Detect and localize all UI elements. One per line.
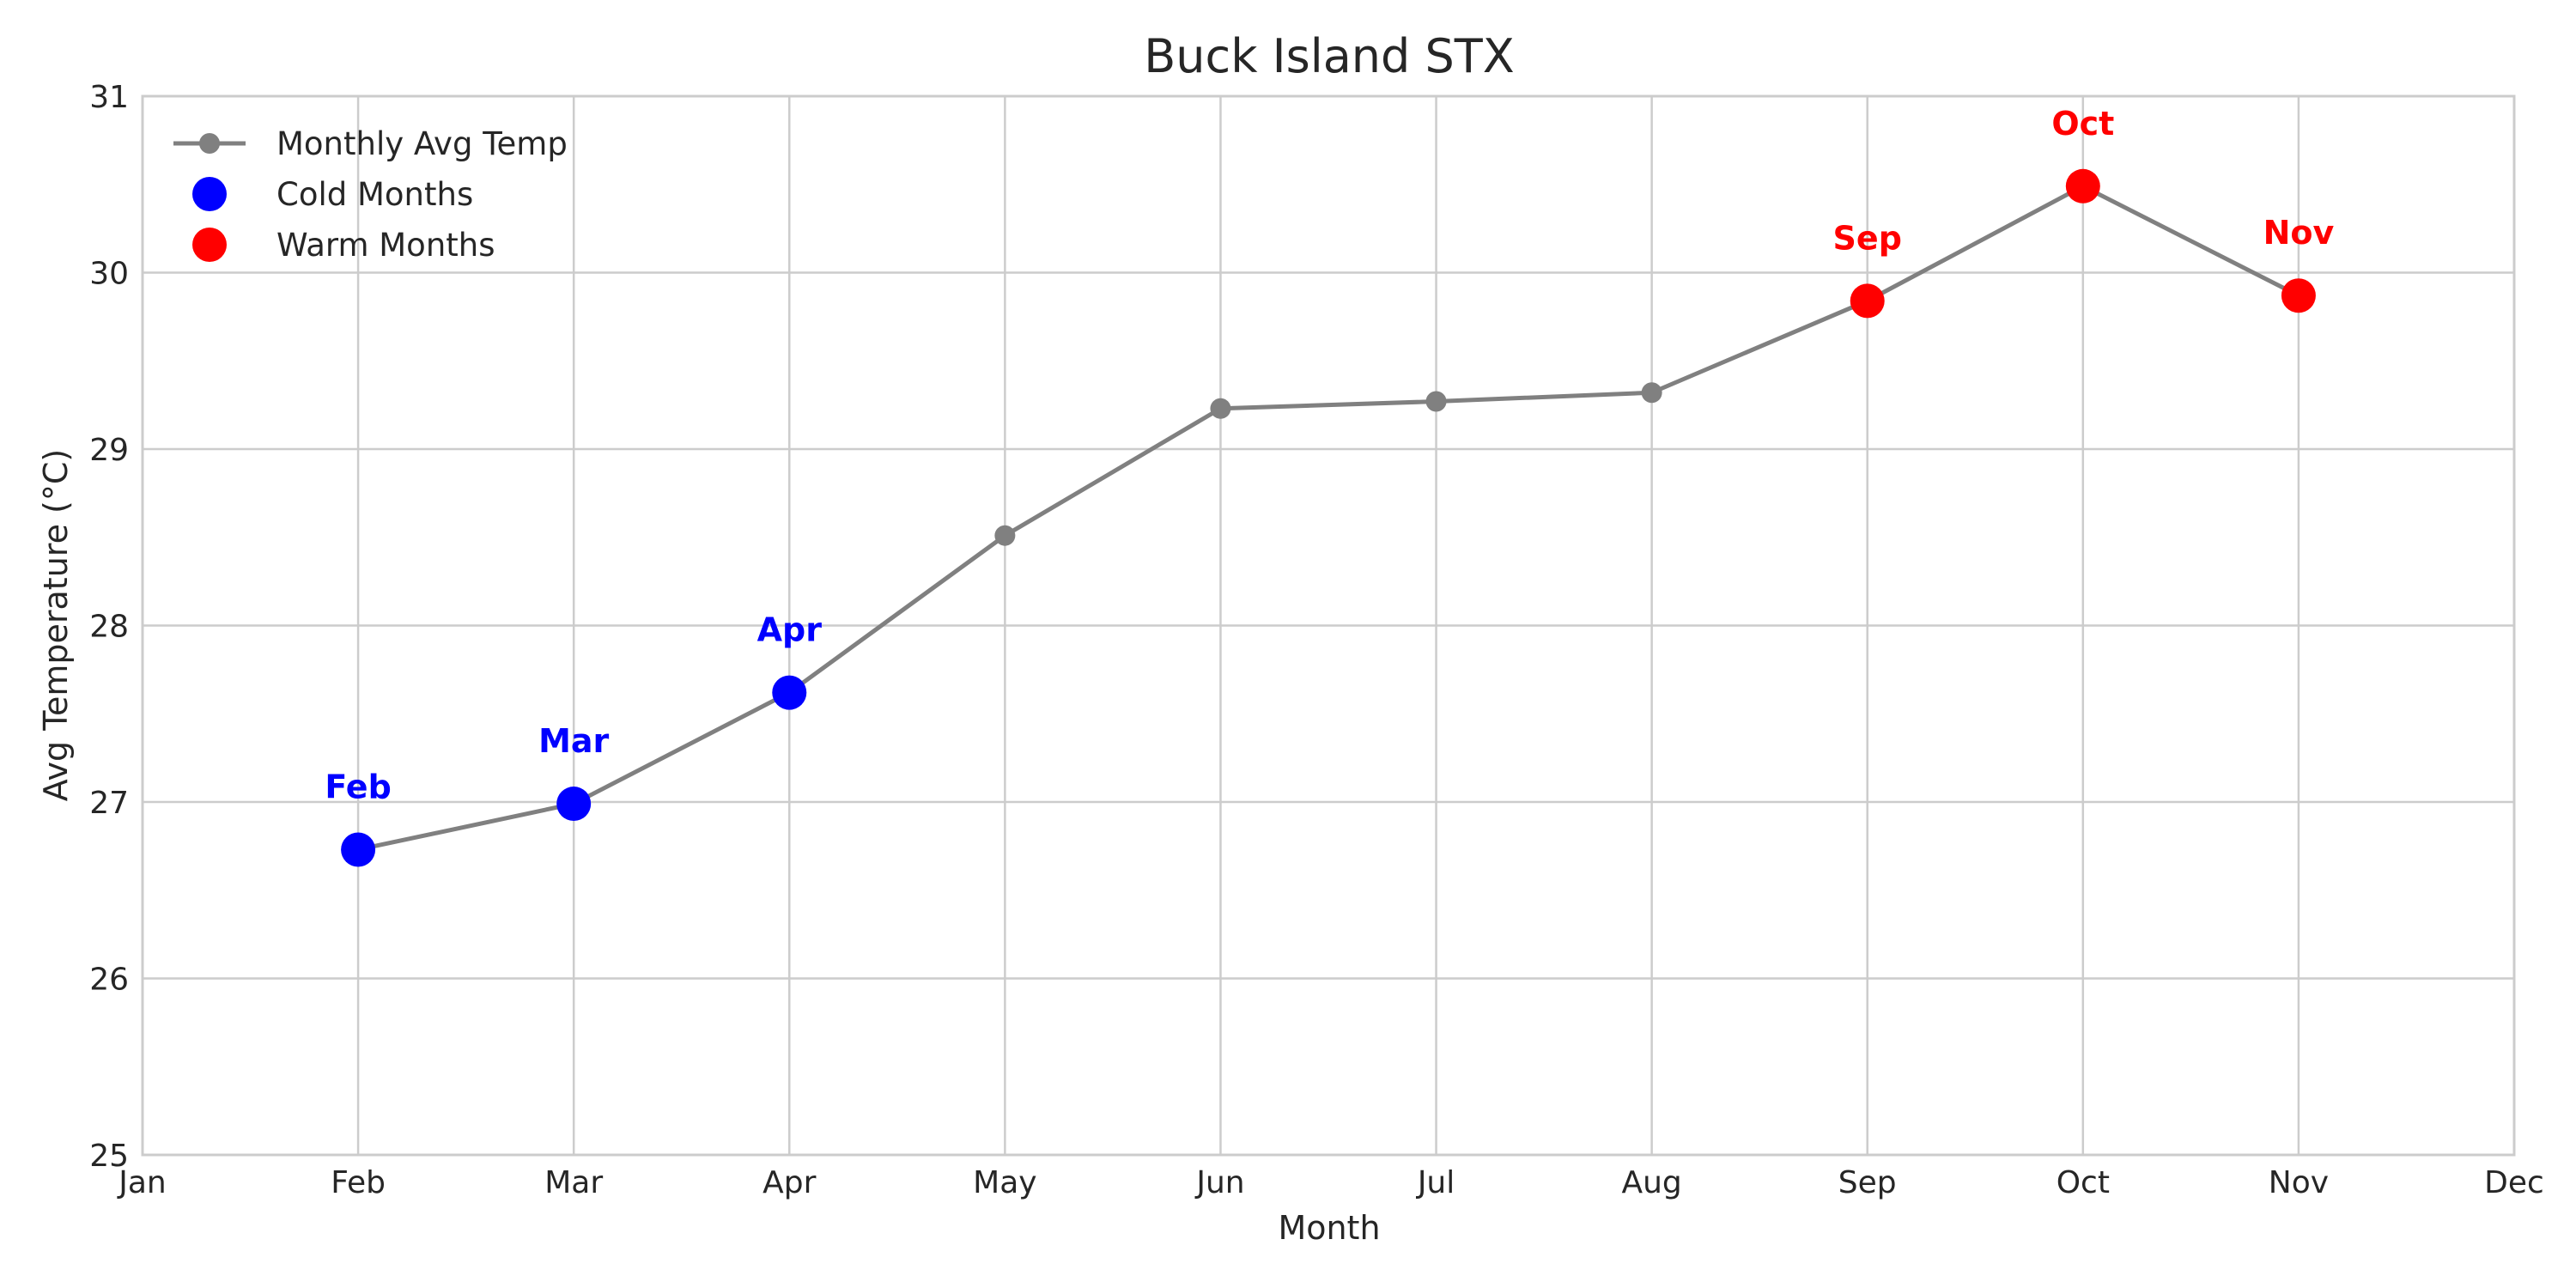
x-tick-label: Apr [762, 1165, 816, 1200]
data-point-cold-months [772, 675, 807, 710]
legend-marker-cold-months [192, 177, 227, 211]
legend-marker-warm-months [192, 228, 227, 262]
data-point-warm-months [1850, 283, 1885, 319]
legend-label-monthly-avg-temp: Monthly Avg Temp [276, 125, 568, 162]
x-tick-label: Dec [2484, 1165, 2544, 1200]
y-tick-label: 27 [89, 786, 129, 821]
data-point-monthly-avg-temp [994, 525, 1016, 546]
tick-layer: Jan Feb Mar Apr May Jun Jul Aug Sep Oct Nov Dec 25 26… [89, 80, 2544, 1200]
x-tick-label: Mar [544, 1165, 603, 1200]
x-tick-label: Aug [1621, 1165, 1681, 1200]
data-label-cold-months: Apr [757, 611, 823, 649]
data-point-cold-months [341, 832, 376, 867]
series-line-monthly-avg-temp [357, 184, 2300, 852]
y-tick-label: 30 [89, 257, 129, 292]
data-point-warm-months [2065, 168, 2100, 204]
data-point-monthly-avg-temp [1210, 398, 1231, 419]
data-point-warm-months [2281, 278, 2316, 313]
data-point-monthly-avg-temp [1641, 382, 1662, 404]
series-layer: Feb Mar Apr Sep Oct Nov [325, 105, 2334, 867]
y-axis-label: Avg Temperature (°C) [37, 449, 75, 801]
y-tick-label: 26 [89, 963, 129, 998]
x-tick-label: Oct [2057, 1165, 2110, 1200]
y-tick-label: 31 [89, 80, 129, 115]
x-tick-label: Jul [1416, 1165, 1455, 1200]
legend-label-warm-months: Warm Months [276, 227, 495, 264]
x-tick-label: Feb [331, 1165, 386, 1200]
legend-label-cold-months: Cold Months [276, 176, 473, 213]
data-label-warm-months: Oct [2051, 105, 2114, 143]
x-tick-label: Jan [117, 1165, 167, 1200]
data-label-warm-months: Nov [2263, 214, 2335, 252]
x-axis-label: Month [1278, 1209, 1380, 1247]
y-tick-label: 29 [89, 433, 129, 468]
x-tick-label: Nov [2269, 1165, 2329, 1200]
x-tick-label: May [973, 1165, 1036, 1200]
grid-layer [141, 94, 2516, 1157]
data-point-monthly-avg-temp [1425, 391, 1447, 412]
data-label-warm-months: Sep [1833, 219, 1902, 257]
legend-marker-monthly-avg-temp [199, 133, 220, 154]
data-label-cold-months: Mar [538, 722, 609, 760]
data-label-cold-months: Feb [325, 768, 391, 805]
chart-title: Buck Island STX [1144, 29, 1514, 83]
y-tick-label: 28 [89, 610, 129, 645]
data-point-cold-months [556, 787, 592, 822]
x-tick-label: Jun [1194, 1165, 1244, 1200]
plot-frame [141, 94, 2516, 1157]
y-tick-label: 25 [89, 1139, 129, 1174]
x-tick-label: Sep [1838, 1165, 1897, 1200]
legend: Monthly Avg Temp Cold Months Warm Months [173, 125, 568, 264]
